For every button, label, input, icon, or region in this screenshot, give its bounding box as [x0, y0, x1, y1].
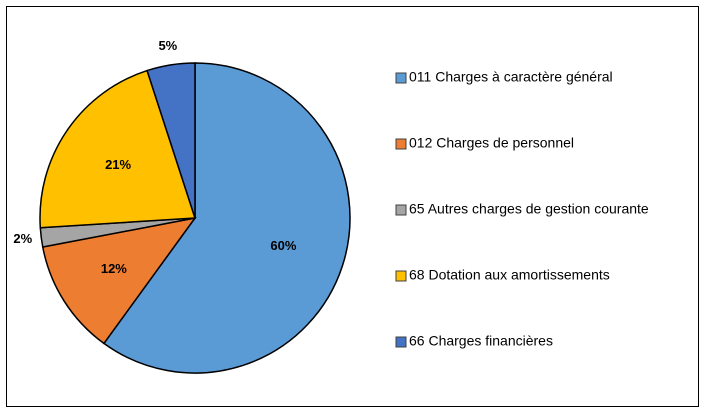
pie-slice [102, 62, 351, 374]
legend-label: 68 Dotation aux amortissements [409, 267, 610, 283]
data-label: 12% [101, 261, 127, 276]
pie-slice [41, 216, 197, 345]
pie-slice [39, 69, 197, 229]
legend-label: 012 Charges de personnel [409, 135, 574, 151]
legend-label: 66 Charges financières [409, 333, 553, 349]
legend-swatch [395, 204, 407, 216]
legend-swatch [395, 138, 407, 150]
data-label: 2% [13, 231, 32, 246]
legend-label: 011 Charges à caractère général [409, 69, 613, 85]
legend-label: 65 Autres charges de gestion courante [409, 201, 649, 217]
data-label: 60% [270, 238, 296, 253]
legend-swatch [395, 336, 407, 348]
data-label: 5% [158, 38, 177, 53]
legend-swatch [395, 72, 407, 84]
pie-slice [146, 62, 196, 219]
legend-swatch [395, 270, 407, 282]
data-label: 21% [105, 157, 131, 172]
